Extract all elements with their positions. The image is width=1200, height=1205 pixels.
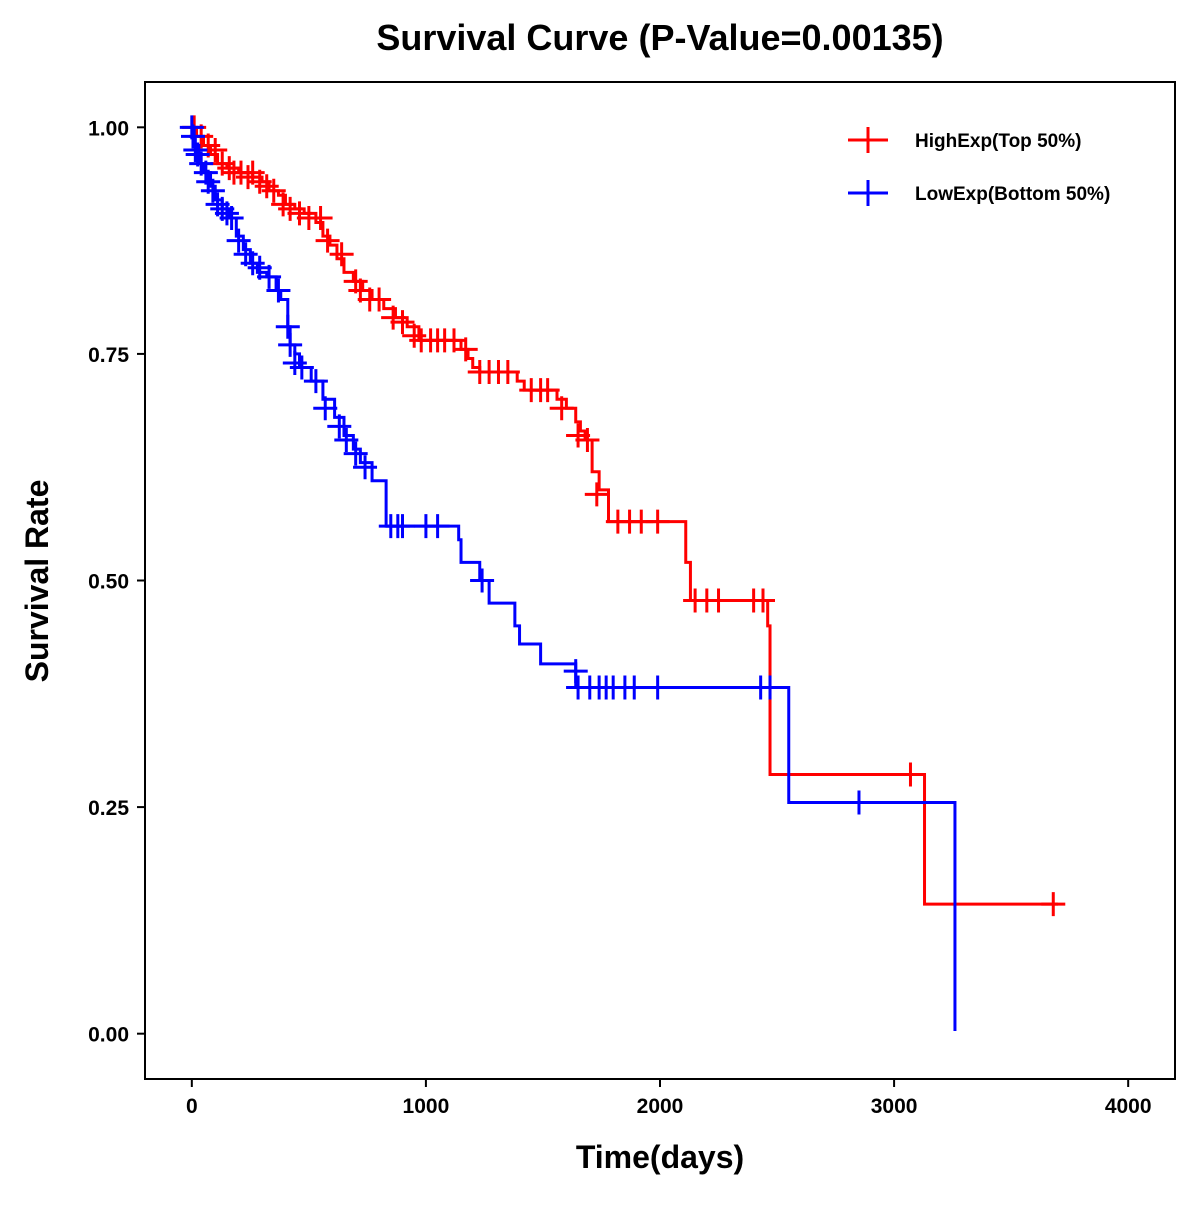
censor-mark-0-42 bbox=[575, 428, 600, 453]
chart-title: Survival Curve (P-Value=0.00135) bbox=[376, 17, 943, 58]
censor-mark-0-52 bbox=[751, 588, 775, 613]
censor-mark-1-22 bbox=[303, 369, 328, 394]
censor-mark-0-36 bbox=[495, 360, 520, 385]
censor-mark-0-19 bbox=[329, 242, 354, 267]
axes-layer: 0 1000 2000 3000 4000 0.00 0.25 0.50 0.75 1.00 bbox=[88, 117, 1151, 1118]
censor-mark-1-24 bbox=[327, 414, 352, 439]
censor-mark-1-26 bbox=[343, 441, 368, 466]
censor-mark-0-32 bbox=[453, 337, 478, 362]
censor-mark-1-32 bbox=[425, 514, 450, 539]
series-layer bbox=[179, 115, 1066, 1031]
series-line-0 bbox=[191, 125, 1058, 906]
censor-mark-1-7 bbox=[200, 178, 225, 203]
censor-mark-0-17 bbox=[308, 205, 333, 230]
censor-mark-1-17 bbox=[266, 278, 291, 303]
censor-mark-1-25 bbox=[334, 428, 359, 453]
x-axis-label: Time(days) bbox=[576, 1139, 744, 1175]
x-tick-label-4: 4000 bbox=[1105, 1095, 1152, 1118]
censor-mark-1-1 bbox=[180, 124, 205, 149]
censor-mark-0-39 bbox=[535, 378, 560, 403]
censor-mark-1-42 bbox=[645, 675, 670, 700]
censor-mark-0-25 bbox=[390, 310, 415, 335]
series-line-1 bbox=[191, 125, 957, 1031]
censor-mark-0-47 bbox=[645, 509, 670, 534]
censor-mark-1-45 bbox=[846, 790, 871, 815]
y-tick-label-4: 1.00 bbox=[88, 117, 129, 140]
censor-mark-1-23 bbox=[313, 396, 338, 421]
y-tick-label-2: 0.50 bbox=[88, 571, 129, 594]
censor-mark-0-40 bbox=[549, 396, 574, 421]
censor-mark-1-19 bbox=[278, 332, 303, 357]
censor-mark-1-34 bbox=[563, 659, 588, 684]
x-tick-label-3: 3000 bbox=[871, 1095, 918, 1118]
censor-mark-0-18 bbox=[315, 228, 340, 253]
censor-mark-1-10 bbox=[214, 201, 239, 226]
censor-mark-0-23 bbox=[367, 287, 392, 312]
censor-mark-1-18 bbox=[275, 314, 300, 339]
censor-mark-1-11 bbox=[219, 205, 244, 230]
legend-label-0: HighExp(Top 50%) bbox=[915, 131, 1081, 152]
censor-mark-0-8 bbox=[236, 165, 260, 190]
censor-mark-1-33 bbox=[470, 568, 495, 593]
plot-border bbox=[144, 81, 1176, 1080]
y-axis-label: Survival Rate bbox=[19, 480, 55, 683]
y-tick-label-0: 0.00 bbox=[88, 1024, 129, 1047]
censor-mark-1-12 bbox=[226, 228, 251, 253]
series-1 bbox=[179, 115, 957, 1031]
censor-mark-0-43 bbox=[584, 482, 609, 507]
censor-mark-1-27 bbox=[353, 455, 378, 480]
y-tick-label-3: 0.75 bbox=[88, 344, 129, 367]
censor-mark-1-21 bbox=[289, 355, 314, 380]
censor-mark-1-16 bbox=[257, 264, 282, 289]
x-tick-label-2: 2000 bbox=[637, 1095, 684, 1118]
series-0 bbox=[182, 115, 1066, 917]
x-tick-label-1: 1000 bbox=[403, 1095, 450, 1118]
censor-mark-1-41 bbox=[622, 675, 647, 700]
y-tick-label-1: 0.25 bbox=[88, 797, 129, 820]
censor-mark-0-53 bbox=[898, 762, 923, 787]
censor-mark-1-30 bbox=[390, 514, 415, 539]
censor-mark-0-50 bbox=[706, 588, 731, 613]
censor-mark-0-12 bbox=[261, 178, 286, 203]
censor-mark-1-2 bbox=[183, 137, 208, 162]
censor-mark-0-5 bbox=[217, 156, 242, 181]
legend-label-1: LowExp(Bottom 50%) bbox=[915, 184, 1110, 205]
x-tick-label-0: 0 bbox=[186, 1095, 198, 1118]
censor-mark-1-44 bbox=[758, 675, 783, 700]
legend: HighExp(Top 50%) LowExp(Bottom 50%) bbox=[848, 127, 1110, 206]
censor-mark-0-54 bbox=[1041, 892, 1066, 917]
